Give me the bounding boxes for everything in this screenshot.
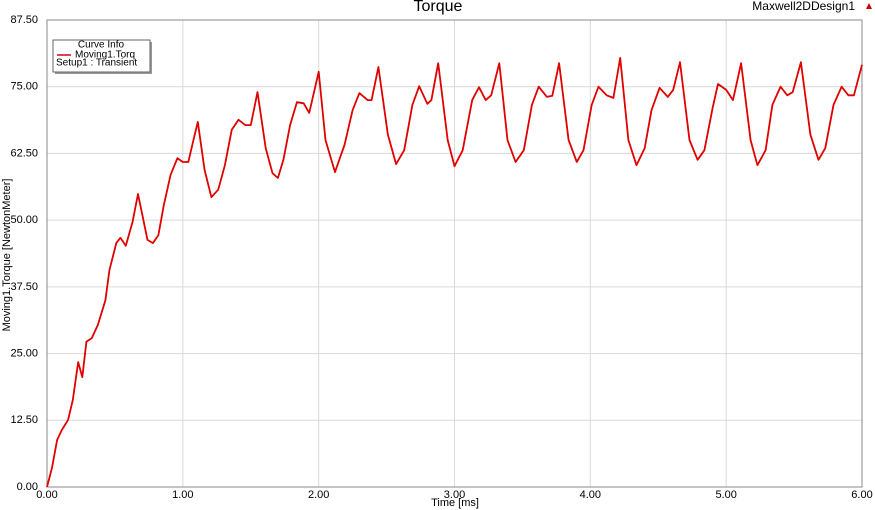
plot-frame	[46, 19, 863, 488]
y-tick-label: 12.50	[10, 414, 38, 426]
y-tick-label: 87.50	[10, 14, 38, 26]
corner-icon[interactable]	[866, 3, 872, 9]
y-tick-label: 37.50	[10, 281, 38, 293]
y-tick-label: 62.50	[10, 147, 38, 159]
x-tick-label: 5.00	[715, 489, 736, 501]
x-tick-label: 6.00	[851, 489, 872, 501]
legend-subtitle: Setup1 : Transient	[56, 58, 137, 69]
legend-entry: Moving1.Torq	[75, 50, 135, 61]
x-axis-label: Time [ms]	[431, 497, 479, 509]
y-tick-label: 50.00	[10, 214, 38, 226]
data-line	[46, 57, 863, 488]
x-tick-label: 4.00	[580, 489, 601, 501]
chart-title: Torque	[414, 0, 463, 15]
x-tick-label: 2.00	[308, 489, 329, 501]
x-tick-label: 0.00	[36, 489, 57, 501]
y-tick-label: 0.00	[17, 481, 38, 493]
design-name: Maxwell2DDesign1	[752, 0, 855, 13]
y-tick-label: 75.00	[10, 81, 38, 93]
legend-box	[52, 39, 151, 73]
x-tick-label: 3.00	[444, 489, 465, 501]
x-tick-label: 1.00	[172, 489, 193, 501]
legend-title: Curve Info	[78, 40, 125, 51]
y-axis-label: Moving1.Torque [NewtonMeter]	[1, 179, 13, 332]
y-tick-label: 25.00	[10, 347, 38, 359]
